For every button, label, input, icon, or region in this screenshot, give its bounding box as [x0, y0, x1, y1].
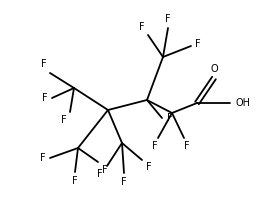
Text: F: F: [146, 162, 152, 172]
Text: OH: OH: [236, 98, 251, 108]
Text: F: F: [167, 113, 173, 123]
Text: F: F: [97, 169, 103, 179]
Text: F: F: [72, 176, 78, 186]
Text: F: F: [121, 177, 127, 187]
Text: F: F: [102, 165, 108, 175]
Text: F: F: [195, 39, 201, 49]
Text: O: O: [210, 64, 218, 74]
Text: F: F: [184, 141, 190, 151]
Text: F: F: [42, 93, 48, 103]
Text: F: F: [165, 14, 171, 24]
Text: F: F: [152, 141, 158, 151]
Text: F: F: [139, 22, 145, 32]
Text: F: F: [41, 59, 47, 69]
Text: F: F: [61, 115, 67, 125]
Text: F: F: [40, 153, 46, 163]
